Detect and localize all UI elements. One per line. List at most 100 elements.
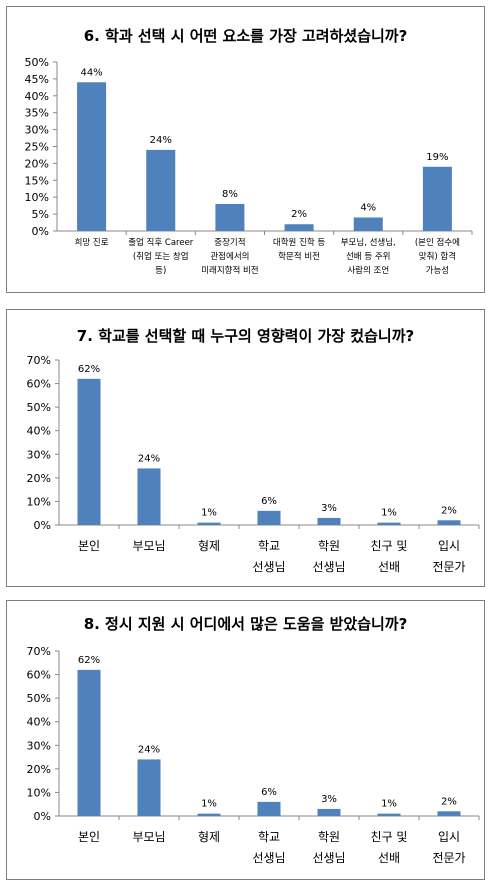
- category-label: 부모님: [132, 539, 165, 553]
- bar: [146, 149, 176, 231]
- category-label-line: 입시: [438, 539, 460, 553]
- category-label-line: 부모님, 선생님,: [341, 237, 396, 248]
- y-tick-label: 5%: [32, 208, 49, 221]
- category-label-line: 선배 등 주위: [346, 252, 391, 262]
- category-label: 형제: [198, 539, 220, 553]
- category-label-line: 입시: [438, 830, 460, 844]
- y-tick-label: 40%: [27, 716, 51, 729]
- bar: [197, 813, 221, 816]
- chart-svg-q8: 0% 10% 20% 30% 40% 50% 60% 70% 62% 본인 24% 부모님 1% 형제 6%…: [27, 645, 480, 865]
- category-label: 학교 선생님: [252, 830, 285, 865]
- category-label-line: 부모님: [132, 830, 165, 844]
- y-tick-label: 40%: [25, 90, 49, 103]
- y-tick-label: 60%: [27, 669, 51, 682]
- category-label-line: 친구 및: [371, 539, 408, 553]
- data-label: 24%: [150, 135, 172, 146]
- chart-title: 6. 학과 선택 시 어떤 요소를 가장 고려하셨습니까?: [83, 27, 408, 45]
- data-label: 2%: [441, 796, 457, 807]
- category-label: 본인: [78, 539, 100, 553]
- bar: [284, 224, 314, 231]
- data-label: 24%: [138, 744, 160, 755]
- data-label: 1%: [381, 508, 397, 519]
- bar: [77, 669, 101, 816]
- category-label-line: 친구 및: [371, 830, 408, 844]
- y-tick-label: 40%: [27, 425, 51, 438]
- category-label-line: 전문가: [432, 560, 465, 574]
- category-label-line: 관점에서의: [210, 251, 249, 262]
- data-label: 1%: [201, 508, 217, 519]
- category-label: 졸업 직후 Career (취업 또는 창업 등): [128, 237, 194, 276]
- bar: [137, 759, 161, 816]
- category-label: 부모님: [132, 830, 165, 844]
- data-label: 8%: [222, 189, 238, 200]
- y-tick-label: 30%: [27, 448, 51, 461]
- data-label: 2%: [291, 209, 307, 220]
- y-tick-label: 20%: [25, 157, 49, 170]
- y-tick-label: 20%: [27, 472, 51, 485]
- category-label-line: (취업 또는 창업: [133, 252, 189, 262]
- y-tick-label: 70%: [27, 645, 51, 658]
- data-label: 6%: [261, 787, 277, 798]
- category-label-line: 선배: [378, 851, 400, 865]
- category-label-line: 학교: [258, 539, 280, 553]
- y-tick-label: 20%: [27, 763, 51, 776]
- y-tick-label: 25%: [25, 141, 49, 154]
- y-tick-label: 60%: [27, 378, 51, 391]
- data-label: 62%: [78, 364, 100, 375]
- bar: [257, 801, 281, 816]
- category-label-line: 학교: [258, 830, 280, 844]
- bar: [377, 522, 401, 525]
- chart-panel-q7: 7. 학교를 선택할 때 누구의 영향력이 가장 컸습니까? 0% 10% 20% 3…: [6, 309, 485, 587]
- category-label-line: 부모님: [132, 539, 165, 553]
- chart-title: 7. 학교를 선택할 때 누구의 영향력이 가장 컸습니까?: [76, 327, 415, 345]
- y-tick-label: 45%: [25, 73, 49, 86]
- data-label: 44%: [80, 67, 102, 78]
- y-tick-label: 35%: [25, 107, 49, 120]
- y-tick-label: 30%: [27, 739, 51, 752]
- bar: [437, 811, 461, 816]
- category-label-line: 선생님: [252, 560, 285, 574]
- y-tick-label: 10%: [27, 786, 51, 799]
- y-tick-label: 10%: [27, 495, 51, 508]
- bar: [197, 522, 221, 525]
- bar: [422, 166, 452, 231]
- bar: [215, 203, 245, 231]
- y-tick-label: 50%: [27, 692, 51, 705]
- chart-svg-q7: 0% 10% 20% 30% 40% 50% 60% 70% 62% 본인 24% 부모님 1% 형제 6%…: [27, 354, 480, 574]
- category-label-line: 선생님: [312, 560, 345, 574]
- category-label: 대학원 진학 등 학문적 비전: [273, 237, 326, 262]
- data-label: 1%: [201, 799, 217, 810]
- category-label-line: 본인: [78, 830, 100, 844]
- category-label-line: 사람의 조언: [347, 265, 389, 276]
- y-tick-label: 0%: [34, 810, 51, 823]
- bar: [353, 217, 383, 231]
- category-label: 희망 진로: [75, 237, 109, 248]
- category-label-line: 미래지향적 비전: [201, 265, 258, 276]
- bar: [257, 510, 281, 525]
- category-label-line: 학문적 비전: [278, 251, 320, 262]
- y-tick-label: 50%: [27, 401, 51, 414]
- y-tick-label: 70%: [27, 354, 51, 367]
- category-label: 본인: [78, 830, 100, 844]
- category-label: 형제: [198, 830, 220, 844]
- data-label: 62%: [78, 655, 100, 666]
- category-label: (본인 점수에 맞춰) 합격 가능성: [415, 237, 460, 276]
- y-tick-label: 15%: [25, 174, 49, 187]
- category-label-line: 형제: [198, 830, 220, 844]
- category-label-line: 중장기적: [214, 237, 245, 248]
- data-label: 2%: [441, 505, 457, 516]
- category-label-line: 학원: [318, 830, 340, 844]
- chart-title: 8. 정시 지원 시 어디에서 많은 도움을 받았습니까?: [83, 615, 408, 633]
- bar: [77, 82, 107, 231]
- data-label: 1%: [381, 799, 397, 810]
- category-label-line: 형제: [198, 539, 220, 553]
- category-label-line: (본인 점수에: [415, 237, 460, 248]
- category-label-line: 희망 진로: [75, 237, 109, 248]
- data-label: 19%: [426, 152, 448, 163]
- category-label-line: 전문가: [432, 851, 465, 865]
- y-tick-label: 0%: [32, 225, 49, 238]
